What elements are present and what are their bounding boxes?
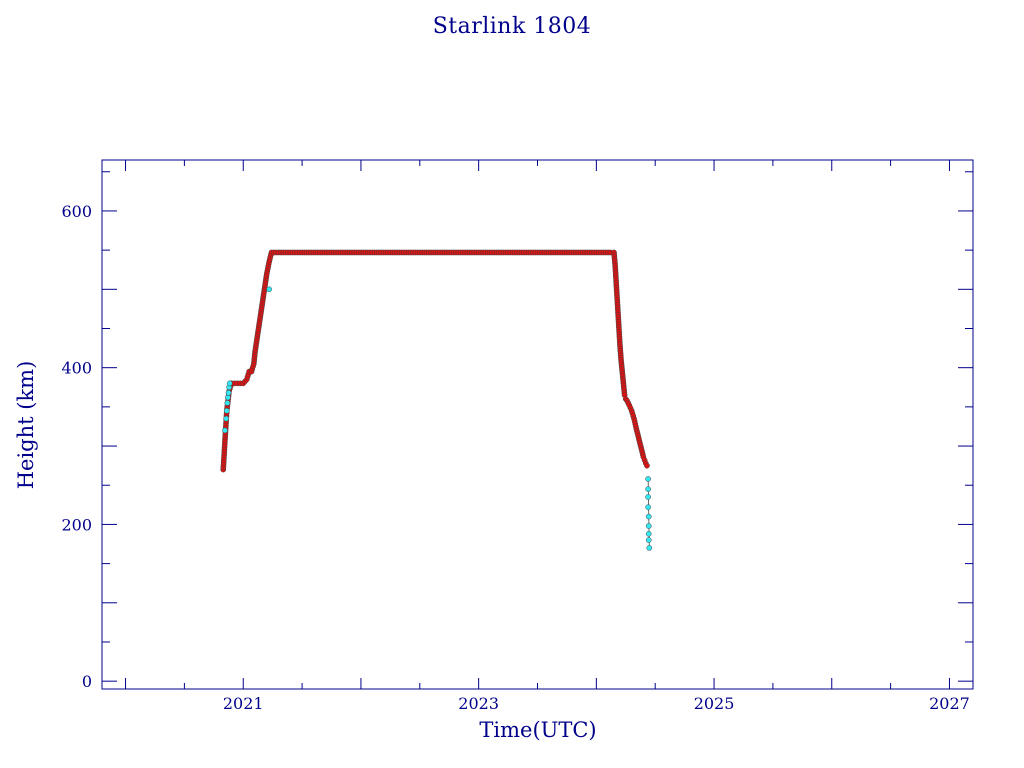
x-axis-label: Time(UTC) [479,718,597,742]
primary-point [644,462,650,469]
secondary-point [222,427,228,434]
secondary-point [223,407,230,414]
data-marks [220,249,653,551]
secondary-point [223,415,230,422]
y-tick-label: 200 [61,515,92,534]
secondary-point [645,476,651,482]
y-tick-label: 0 [82,672,92,691]
secondary-point [645,530,652,537]
secondary-point [645,537,652,543]
secondary-point [645,504,651,511]
secondary-point [646,545,653,551]
secondary-point [226,380,233,387]
secondary-point [645,513,652,520]
x-tick-label: 2027 [929,694,970,713]
y-tick-label: 400 [61,359,92,378]
secondary-point [645,486,651,493]
plot-frame [101,159,974,690]
secondary-point [225,389,232,396]
y-tick-label: 600 [61,202,92,221]
secondary-point [645,494,651,500]
x-tick-label: 2025 [694,694,735,713]
tick-labels: 2021 2023 2025 2027 0 200 400 600 [61,202,969,713]
x-tick-label: 2021 [223,694,264,713]
axis-ticks [102,160,973,689]
secondary-point [266,286,272,293]
secondary-point [645,523,652,529]
x-tick-label: 2023 [458,694,499,713]
secondary-point [224,400,231,406]
chart-title: Starlink 1804 [432,14,592,39]
secondary-point [225,394,231,401]
